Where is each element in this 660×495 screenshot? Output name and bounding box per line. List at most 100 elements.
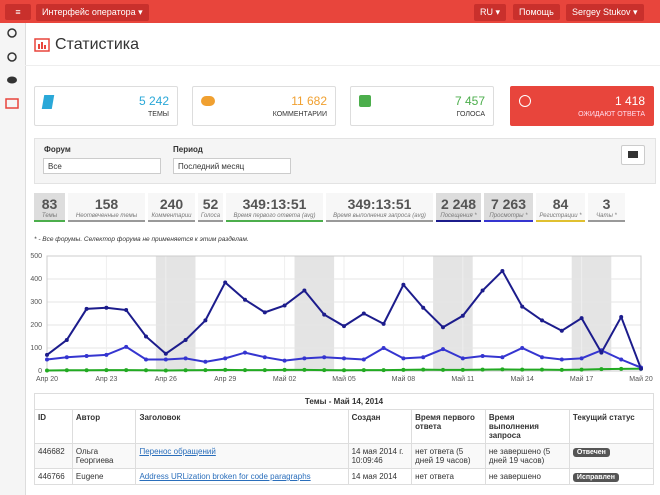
stat-label: Регистрации * xyxy=(539,213,582,219)
point xyxy=(361,357,366,362)
table-cell: нет ответа (5 дней 19 часов) xyxy=(411,443,486,469)
table-cell: не завершено (5 дней 19 часов) xyxy=(484,443,570,469)
point xyxy=(381,346,386,350)
stat-tab[interactable]: 52 Голоса xyxy=(198,193,223,222)
stat-tab[interactable]: 240 Комментарии xyxy=(148,193,195,222)
cell-text: 14 мая 2014 г. 10:09:46 xyxy=(351,447,404,465)
stat-tab[interactable]: 349:13:51 Время выполнения запроса (avg) xyxy=(326,193,433,222)
point xyxy=(619,366,624,371)
point xyxy=(361,311,366,316)
point xyxy=(183,337,188,342)
stat-tab[interactable]: 3 Чаты * xyxy=(588,193,625,222)
y-tick-label: 0 xyxy=(38,368,42,375)
help-link[interactable]: Помощь xyxy=(513,4,560,20)
menu-toggle[interactable]: ≡ xyxy=(5,4,31,20)
point xyxy=(282,303,287,308)
x-tick-label: Май 20 xyxy=(629,375,653,383)
x-tick-label: Апр 29 xyxy=(214,376,236,383)
user-menu[interactable]: Sergey Stukov ▾ xyxy=(566,4,644,21)
point xyxy=(342,356,346,361)
point xyxy=(223,356,228,361)
table-cell: 14 мая 2014 г. 10:09:46 xyxy=(347,443,413,469)
point xyxy=(401,282,406,287)
point xyxy=(401,367,406,372)
point xyxy=(381,368,386,373)
card-icon xyxy=(359,95,371,107)
point xyxy=(421,305,426,310)
table-cell: Перенос обращений xyxy=(135,443,349,469)
print-button[interactable] xyxy=(621,145,645,165)
stat-label: Чаты * xyxy=(596,213,617,219)
stats-bar: 83 Темы 158 Неотвеченные темы 240 Комментарии… xyxy=(34,193,654,222)
x-tick-label: Апр 20 xyxy=(36,376,58,383)
point xyxy=(480,367,485,372)
point xyxy=(421,367,426,372)
table-cell: Eugene xyxy=(71,468,137,485)
weekend-band xyxy=(294,256,335,371)
point xyxy=(104,352,109,357)
x-tick-label: Май 11 xyxy=(451,375,474,383)
point xyxy=(322,355,327,360)
point xyxy=(500,355,505,360)
divider xyxy=(25,65,660,66)
stat-value: 52 xyxy=(202,196,219,212)
stat-tab[interactable]: 83 Темы xyxy=(34,193,65,222)
period-select[interactable]: Последний месяц xyxy=(173,158,291,174)
card-label: ОЖИДАЮТ ОТВЕТА xyxy=(578,111,645,118)
stat-label: Голоса xyxy=(200,213,221,219)
table-cell: 14 мая 2014 xyxy=(347,468,413,485)
column-header: Текущий статус xyxy=(568,409,655,444)
x-tick-label: Апр 23 xyxy=(95,376,117,383)
cell-text: 446682 xyxy=(38,447,65,456)
card-label: КОММЕНТАРИИ xyxy=(272,111,327,118)
y-tick-label: 400 xyxy=(30,276,42,283)
point xyxy=(322,312,327,317)
point xyxy=(124,344,129,349)
point xyxy=(45,357,49,362)
filter-label: Период xyxy=(173,145,203,154)
stat-value: 240 xyxy=(159,196,184,212)
card-label: ГОЛОСА xyxy=(456,111,485,118)
column-header: Время первого ответа xyxy=(411,409,486,444)
cell-text: Ольга Георгиева xyxy=(75,447,114,465)
point xyxy=(45,368,49,373)
point xyxy=(460,367,465,372)
select-value: Все xyxy=(48,162,62,171)
column-header: Заголовок xyxy=(135,409,349,444)
stat-tab[interactable]: 84 Регистрации * xyxy=(536,193,585,222)
stat-tab[interactable]: 7 263 Просмотры * xyxy=(484,193,533,222)
header-row: ID Автор Заголовок Создан Время первого отве… xyxy=(34,409,655,444)
stat-label: Время первого ответа (avg) xyxy=(233,213,316,219)
point xyxy=(599,350,604,355)
point xyxy=(302,356,307,361)
stat-tab[interactable]: 349:13:51 Время первого ответа (avg) xyxy=(226,193,323,222)
point xyxy=(183,368,188,373)
operator-menu[interactable]: Интерфейс оператора ▾ xyxy=(36,4,149,21)
sidebar-icons[interactable] xyxy=(0,23,25,133)
point xyxy=(500,367,505,372)
point xyxy=(262,310,267,315)
y-tick-label: 200 xyxy=(30,322,42,329)
point xyxy=(559,367,564,372)
point xyxy=(104,368,109,373)
cell-text: 446766 xyxy=(38,472,65,481)
forum-select[interactable]: Все xyxy=(43,158,161,174)
stat-label: Время выполнения запроса (avg) xyxy=(333,213,426,219)
card: 5 242 ТЕМЫ xyxy=(34,86,178,126)
point xyxy=(163,368,168,373)
stat-value: 2 248 xyxy=(440,196,477,212)
stat-label: Неотвеченные темы xyxy=(75,213,138,219)
point xyxy=(500,268,505,273)
stat-tab[interactable]: 158 Неотвеченные темы xyxy=(68,193,145,222)
topic-link[interactable]: Перенос обращений xyxy=(139,447,216,456)
x-tick-label: Май 02 xyxy=(273,375,297,383)
point xyxy=(520,346,525,350)
point xyxy=(282,367,287,372)
point xyxy=(84,368,89,373)
point xyxy=(262,368,267,373)
point xyxy=(361,368,366,373)
point xyxy=(243,350,247,355)
stat-tab[interactable]: 2 248 Посещения * xyxy=(436,193,481,222)
lang-menu[interactable]: RU ▾ xyxy=(474,4,507,21)
topic-link[interactable]: Address URLization broken for code parag… xyxy=(139,472,311,481)
